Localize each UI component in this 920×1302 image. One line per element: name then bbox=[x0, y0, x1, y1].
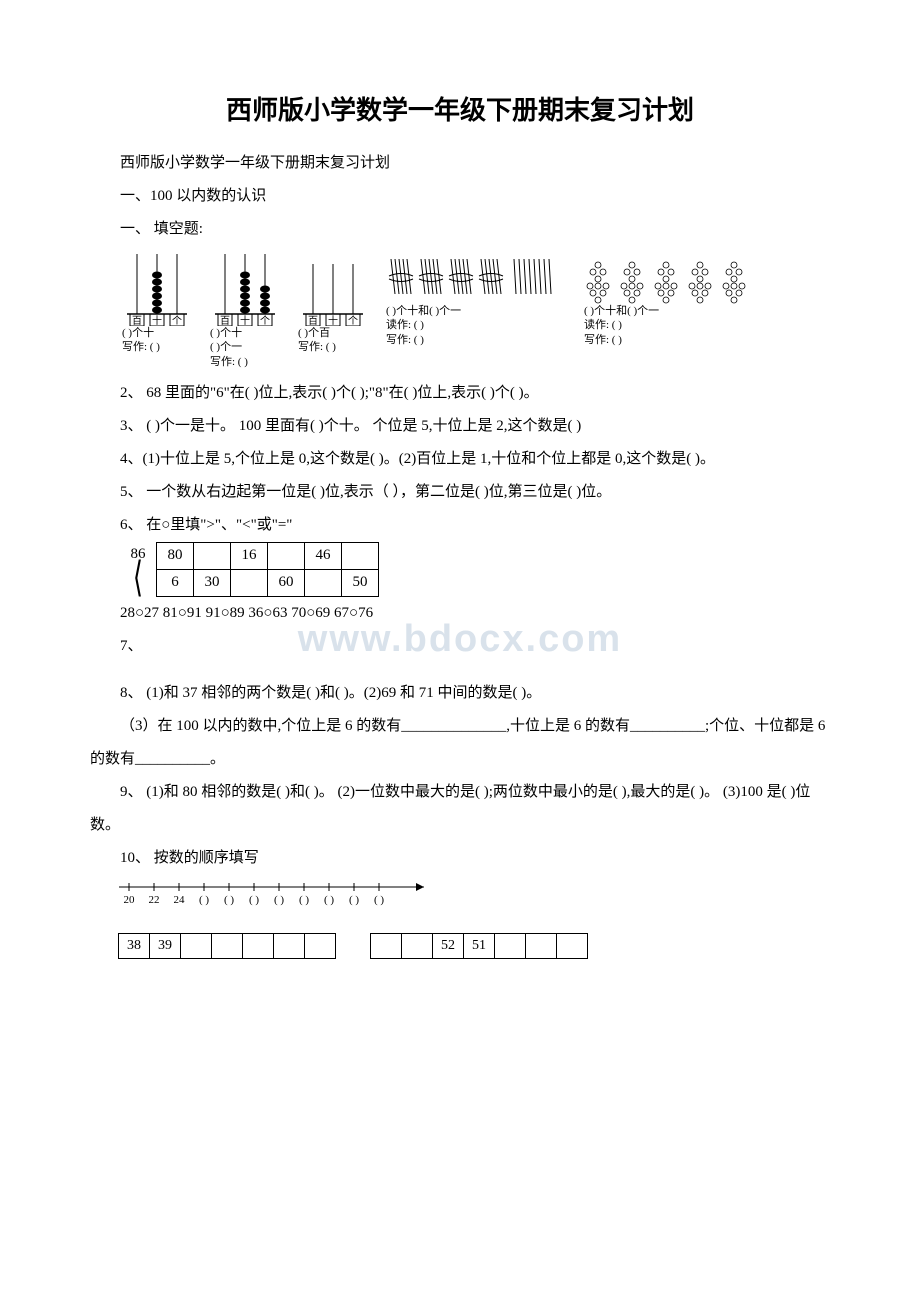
groups-icon bbox=[584, 254, 754, 304]
bundle-label: 读作: ( ) bbox=[386, 318, 566, 332]
table-cell: 51 bbox=[464, 933, 495, 958]
table-cell bbox=[212, 933, 243, 958]
stick-bundles: ( )个十和( )个一 读作: ( ) 写作: ( ) bbox=[386, 254, 566, 347]
table-cell bbox=[305, 569, 342, 596]
seq-table-2: 52 51 bbox=[370, 933, 588, 959]
table-cell bbox=[268, 542, 305, 569]
abacus-3: 百 十 个 ( )个百 写作: ( ) bbox=[298, 254, 368, 355]
table-cell: 38 bbox=[119, 933, 150, 958]
number-line: 20 22 24 ( ) ( ) ( ) ( ) ( ) ( ) ( ) ( ) bbox=[114, 875, 830, 919]
svg-text:十: 十 bbox=[240, 314, 250, 326]
table-cell bbox=[194, 542, 231, 569]
table-cell: 52 bbox=[433, 933, 464, 958]
svg-text:个: 个 bbox=[348, 315, 358, 326]
svg-text:( ): ( ) bbox=[274, 894, 284, 906]
split-table: 86 ⟨ 80 16 46 6 30 60 50 bbox=[120, 542, 379, 597]
svg-text:22: 22 bbox=[149, 894, 160, 906]
abacus-label: ( )个百 bbox=[298, 326, 368, 340]
table-cell bbox=[557, 933, 588, 958]
question-5: 5、 一个数从右边起第一位是( )位,表示（ ），第二位是( )位,第三位是( … bbox=[90, 476, 830, 509]
question-6b: 28○27 81○91 91○89 36○63 70○69 67○76 bbox=[90, 597, 830, 630]
figure-row: 百 十 个 ( )个十 写作: ( ) bbox=[122, 254, 830, 369]
bundle-label: ( )个十和( )个一 bbox=[386, 304, 566, 318]
table-cell bbox=[495, 933, 526, 958]
table-cell: 50 bbox=[342, 569, 379, 596]
section-sub: 一、 填空题: bbox=[90, 213, 830, 246]
svg-text:( ): ( ) bbox=[349, 894, 359, 906]
question-6: 6、 在○里填">"、"<"或"=" bbox=[90, 509, 830, 542]
table-cell: 60 bbox=[268, 569, 305, 596]
table-cell: 30 bbox=[194, 569, 231, 596]
abacus-label: ( )个一 bbox=[210, 340, 280, 354]
table-cell bbox=[342, 542, 379, 569]
svg-text:百: 百 bbox=[132, 315, 142, 326]
question-10: 10、 按数的顺序填写 bbox=[90, 842, 830, 875]
table-cell bbox=[243, 933, 274, 958]
seq-table-1: 38 39 bbox=[118, 933, 336, 959]
abacus-1: 百 十 个 ( )个十 写作: ( ) bbox=[122, 254, 192, 355]
table-cell: 80 bbox=[157, 542, 194, 569]
question-3: 3、 ( )个一是十。 100 里面有( )个十。 个位是 5,十位上是 2,这… bbox=[90, 410, 830, 443]
question-7: 7、 bbox=[90, 630, 830, 663]
svg-text:十: 十 bbox=[152, 314, 162, 326]
table-cell bbox=[231, 569, 268, 596]
svg-text:个: 个 bbox=[172, 315, 182, 326]
svg-text:20: 20 bbox=[124, 894, 136, 906]
spacer bbox=[90, 663, 830, 677]
svg-text:个: 个 bbox=[260, 315, 270, 326]
bundles-icon bbox=[386, 254, 566, 304]
page-title: 西师版小学数学一年级下册期末复习计划 bbox=[90, 90, 830, 127]
table-cell bbox=[526, 933, 557, 958]
table-cell: 39 bbox=[150, 933, 181, 958]
svg-text:( ): ( ) bbox=[374, 894, 384, 906]
table-cell bbox=[305, 933, 336, 958]
table-cell bbox=[181, 933, 212, 958]
svg-text:( ): ( ) bbox=[299, 894, 309, 906]
question-8b: （3）在 100 以内的数中,个位上是 6 的数有______________,… bbox=[90, 710, 830, 776]
section-heading: 一、100 以内数的认识 bbox=[90, 180, 830, 213]
question-9: 9、 (1)和 80 相邻的数是( )和( )。 (2)一位数中最大的是( );… bbox=[90, 776, 830, 842]
abacus-label: 写作: ( ) bbox=[210, 355, 280, 369]
svg-text:( ): ( ) bbox=[324, 894, 334, 906]
table-cell bbox=[274, 933, 305, 958]
subtitle-line: 西师版小学数学一年级下册期末复习计划 bbox=[90, 147, 830, 180]
question-2: 2、 68 里面的"6"在( )位上,表示( )个( );"8"在( )位上,表… bbox=[90, 377, 830, 410]
svg-text:24: 24 bbox=[174, 894, 186, 906]
table-cell: 6 bbox=[157, 569, 194, 596]
group-label: ( )个十和( )个一 bbox=[584, 304, 754, 318]
numberline-icon: 20 22 24 ( ) ( ) ( ) ( ) ( ) ( ) ( ) ( ) bbox=[114, 875, 434, 915]
brace-icon: ⟨ bbox=[133, 554, 143, 602]
group-label: 读作: ( ) bbox=[584, 318, 754, 332]
svg-text:( ): ( ) bbox=[249, 894, 259, 906]
abacus-label: ( )个十 bbox=[210, 326, 280, 340]
abacus-icon: 百 十 个 bbox=[298, 254, 368, 326]
table-cell bbox=[402, 933, 433, 958]
abacus-icon: 百 十 个 bbox=[210, 254, 280, 326]
abacus-icon: 百 十 个 bbox=[122, 254, 192, 326]
group-label: 写作: ( ) bbox=[584, 333, 754, 347]
table-cell: 46 bbox=[305, 542, 342, 569]
svg-text:( ): ( ) bbox=[199, 894, 209, 906]
abacus-label: 写作: ( ) bbox=[298, 340, 368, 354]
question-8: 8、 (1)和 37 相邻的两个数是( )和( )。(2)69 和 71 中间的… bbox=[90, 677, 830, 710]
bundle-label: 写作: ( ) bbox=[386, 333, 566, 347]
svg-text:百: 百 bbox=[220, 315, 230, 326]
table-cell bbox=[371, 933, 402, 958]
abacus-label: ( )个十 bbox=[122, 326, 192, 340]
abacus-label: 写作: ( ) bbox=[122, 340, 192, 354]
question-4: 4、(1)十位上是 5,个位上是 0,这个数是( )。(2)百位上是 1,十位和… bbox=[90, 443, 830, 476]
svg-text:( ): ( ) bbox=[224, 894, 234, 906]
svg-text:百: 百 bbox=[308, 315, 318, 326]
table-cell: 16 bbox=[231, 542, 268, 569]
svg-text:十: 十 bbox=[328, 314, 338, 326]
circle-groups: ( )个十和( )个一 读作: ( ) 写作: ( ) bbox=[584, 254, 754, 347]
abacus-2: 百 十 个 ( )个十 ( )个一 写作: ( ) bbox=[210, 254, 280, 369]
